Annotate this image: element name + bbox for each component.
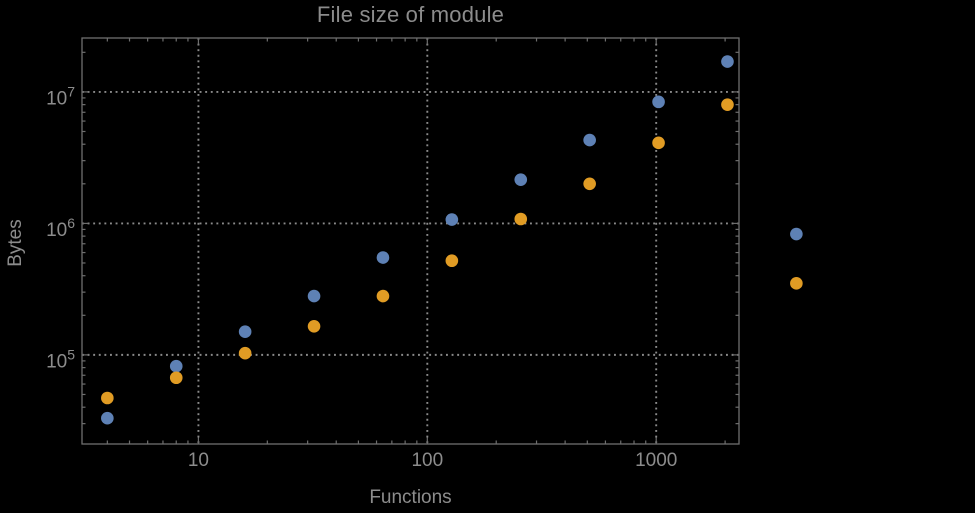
data-point-blue: [445, 213, 459, 226]
data-point-orange: [652, 136, 665, 150]
plot-frame: [81, 37, 740, 445]
data-point-orange: [307, 319, 321, 333]
y-tick-label: 105: [46, 346, 75, 372]
data-point-blue: [652, 95, 665, 109]
y-tick-label: 106: [46, 215, 75, 241]
y-axis-label: Bytes: [5, 219, 26, 267]
data-point-blue: [238, 325, 252, 339]
y-tick-label: 107: [46, 83, 75, 109]
data-point-blue: [376, 251, 390, 264]
data-point-orange: [238, 346, 252, 360]
x-tick-label: 10: [188, 450, 209, 471]
x-tick-label: 100: [411, 450, 443, 471]
data-point-blue: [583, 133, 596, 147]
data-point-blue: [169, 359, 183, 373]
data-point-orange: [376, 289, 390, 303]
x-axis-label: Functions: [369, 487, 452, 508]
data-point-blue: [307, 289, 321, 303]
data-point-blue: [101, 411, 114, 425]
data-point-orange: [101, 391, 114, 405]
data-point-orange: [514, 212, 528, 226]
data-point-blue: [514, 173, 528, 186]
data-point-blue: [790, 227, 803, 241]
plot-title: File size of module: [316, 2, 505, 27]
data-point-blue: [721, 55, 734, 68]
x-tick-label: 1000: [635, 450, 677, 471]
data-point-orange: [169, 371, 183, 385]
data-point-orange: [445, 254, 459, 268]
data-point-orange: [721, 98, 734, 111]
data-point-orange: [583, 177, 596, 191]
data-point-orange: [790, 277, 803, 290]
